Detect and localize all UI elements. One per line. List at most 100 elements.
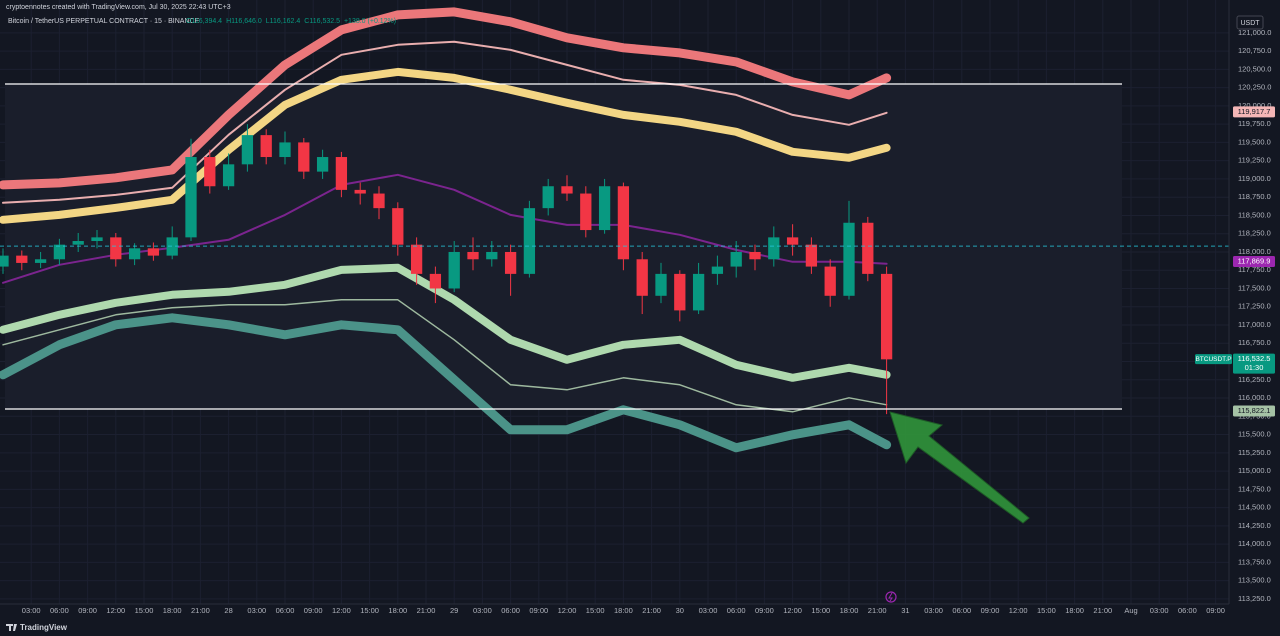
x-tick-label: 28 — [224, 606, 232, 615]
y-tick-label: 113,750.0 — [1238, 557, 1271, 566]
currency-box[interactable] — [1236, 15, 1264, 30]
x-tick-label: 21:00 — [1093, 606, 1112, 615]
candle-body — [53, 244, 66, 260]
y-tick-label: 114,000.0 — [1238, 539, 1271, 548]
event-icon-bolt — [888, 592, 893, 602]
x-tick-label: 29 — [450, 606, 458, 615]
candle-body — [128, 248, 141, 260]
arrow-annotation — [889, 411, 1030, 524]
candle-body — [166, 237, 178, 256]
x-tick-label: 03:00 — [1150, 606, 1169, 615]
band-line — [2, 40, 888, 204]
countdown: 01:30 — [1245, 363, 1264, 372]
ohlc-value: L116,162.4 — [266, 18, 301, 25]
y-tick-label: 117,500.0 — [1238, 283, 1271, 292]
x-tick-label: 15:00 — [1037, 606, 1056, 615]
footer-bar — [0, 618, 1280, 636]
band-line — [0, 263, 891, 382]
price-label-box — [1233, 106, 1275, 118]
candle-body — [241, 135, 254, 165]
last-price-box — [1233, 353, 1275, 374]
ohlc-value: +138.0 (+0.12%) — [344, 18, 396, 25]
y-tick-label: 121,000.0 — [1238, 28, 1271, 37]
price-label: 115,822.1 — [1238, 406, 1271, 415]
y-tick-label: 116,250.0 — [1238, 375, 1271, 384]
candle-body — [222, 164, 235, 187]
price-label-box — [1233, 255, 1275, 267]
x-tick-label: 30 — [676, 606, 684, 615]
y-tick-label: 119,250.0 — [1238, 156, 1271, 165]
y-tick-label: 114,250.0 — [1238, 521, 1271, 530]
candle-body — [486, 251, 498, 260]
x-tick-label: 09:00 — [78, 606, 97, 615]
x-tick-label: 03:00 — [22, 606, 41, 615]
last-price-name: BTCUSDT.P — [1195, 356, 1231, 363]
x-tick-label: 06:00 — [501, 606, 520, 615]
currency[interactable]: USDT — [1240, 20, 1260, 27]
candle-body — [674, 273, 686, 311]
candle-body — [805, 244, 818, 267]
price-label: 119,917.7 — [1238, 107, 1271, 116]
x-tick-label: 03:00 — [924, 606, 943, 615]
x-tick-label: 15:00 — [360, 606, 379, 615]
candle-body — [335, 157, 348, 190]
candle-body — [598, 186, 611, 231]
symbol-title: Bitcoin / TetherUS PERPETUAL CONTRACT · … — [8, 18, 200, 25]
ohlc-value: C116,532.5 — [304, 18, 340, 25]
y-tick-label: 118,500.0 — [1238, 210, 1271, 219]
candle-body — [16, 255, 28, 263]
x-tick-label: 18:00 — [163, 606, 182, 615]
candle-body — [880, 273, 893, 360]
y-tick-label: 114,750.0 — [1238, 484, 1271, 493]
y-tick-label: 114,500.0 — [1238, 503, 1271, 512]
hline-layer — [0, 83, 1229, 410]
candle-body — [204, 157, 216, 187]
ohlc-legend: O116,394.4 H116,646.0 L116,162.4 C116,532.5… — [186, 18, 396, 25]
band-line — [0, 7, 892, 190]
price-label: 117,869.9 — [1238, 256, 1271, 265]
x-tick-label: 03:00 — [699, 606, 718, 615]
x-tick-label: 09:00 — [755, 606, 774, 615]
x-tick-label: 31 — [901, 606, 909, 615]
x-tick-label: Aug — [1124, 606, 1137, 615]
candle-body — [147, 248, 160, 256]
candle-body — [617, 186, 630, 260]
candle-body — [0, 255, 9, 267]
candle-body — [862, 222, 874, 274]
event-icon[interactable] — [885, 591, 897, 603]
y-tick-label: 115,250.0 — [1238, 448, 1271, 457]
candle-body — [504, 251, 517, 274]
candle-body — [279, 142, 291, 158]
logo — [6, 624, 17, 631]
last-price-value: 116,532.5 — [1238, 354, 1271, 363]
candle-body — [185, 157, 197, 238]
x-tick-label: 12:00 — [558, 606, 577, 615]
candle-body — [749, 251, 761, 260]
last-price-name-box — [1195, 354, 1232, 365]
candle-body — [448, 251, 460, 289]
candle-body — [373, 193, 385, 209]
x-tick-label: 06:00 — [727, 606, 746, 615]
x-tick-label: 12:00 — [1009, 606, 1028, 615]
candle-body — [34, 259, 47, 263]
candle-body — [730, 251, 742, 267]
candle-body — [392, 208, 404, 245]
candle-layer — [0, 124, 893, 415]
x-tick-label: 21:00 — [868, 606, 887, 615]
candle-body — [786, 237, 799, 245]
x-tick-label: 09:00 — [304, 606, 323, 615]
x-tick-label: 15:00 — [811, 606, 830, 615]
y-tick-label: 115,500.0 — [1238, 430, 1271, 439]
brand: TradingView — [20, 623, 68, 632]
x-tick-label: 18:00 — [1065, 606, 1084, 615]
watermark: cryptoennotes created with TradingView.c… — [6, 4, 231, 11]
ohlc-value: O116,394.4 — [186, 18, 222, 25]
x-tick-label: 09:00 — [981, 606, 1000, 615]
y-tick-label: 118,000.0 — [1238, 247, 1271, 256]
candle-body — [561, 186, 573, 194]
band-line — [0, 313, 892, 453]
x-tick-label: 03:00 — [473, 606, 492, 615]
x-tick-label: 21:00 — [417, 606, 436, 615]
x-tick-label: 06:00 — [1178, 606, 1197, 615]
